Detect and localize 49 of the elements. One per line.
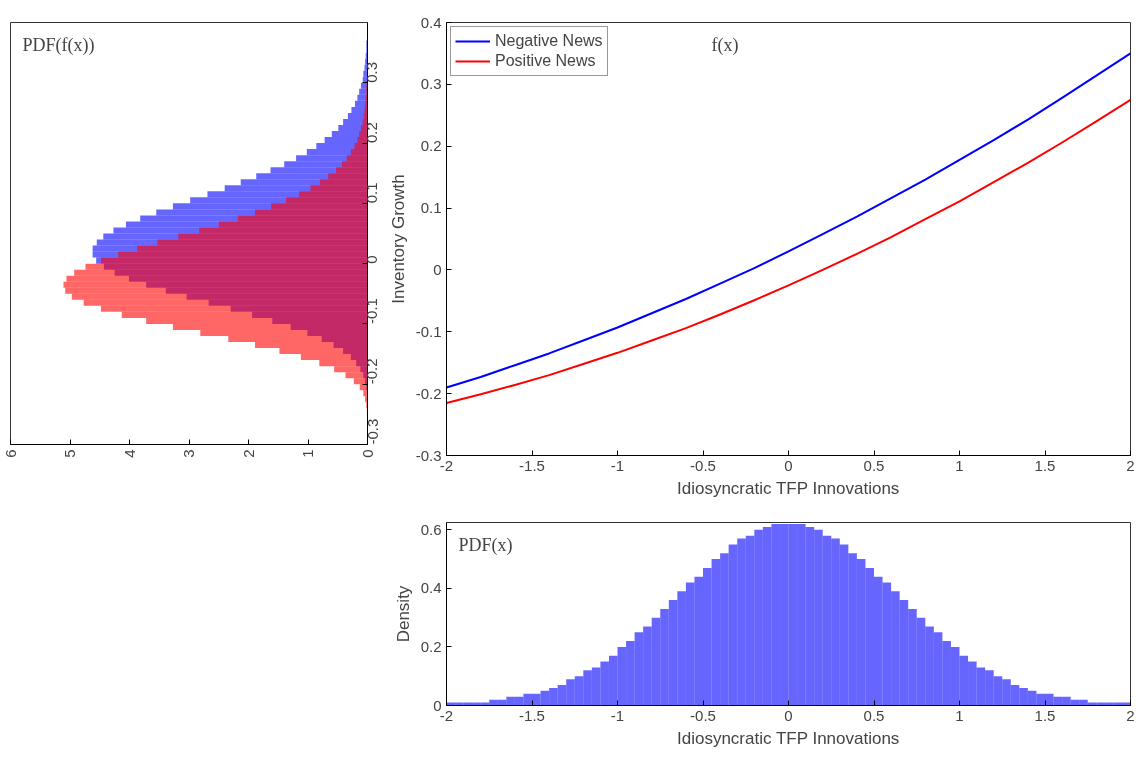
y-tick-label: -0.1	[415, 322, 442, 340]
x-tick-label: 1	[955, 456, 964, 474]
x-tick-label: 3	[180, 449, 197, 458]
x-tick-label: 0	[784, 456, 793, 474]
y-tick-label: 0.6	[420, 520, 442, 538]
y-tick-label: -0.2	[415, 384, 442, 402]
y-tick-label: -0.3	[363, 418, 381, 445]
y-tick-label: 0.4	[420, 579, 442, 597]
x-tick-label: 2	[239, 449, 257, 458]
x-tick-label: 1	[299, 449, 316, 458]
x-tick-label: 5	[61, 449, 78, 458]
text: f(x)	[711, 34, 739, 56]
y-tick-label: 0.3	[420, 75, 442, 93]
y-tick-label: 0.4	[420, 13, 442, 31]
x-tick-label: -1.5	[519, 706, 545, 724]
y-tick-label: 0.1	[420, 199, 442, 217]
x-tick-label: -0.5	[690, 456, 716, 474]
text: PDF(x)	[458, 534, 513, 556]
x-tick-label: 0.5	[863, 456, 885, 474]
y-tick-label: 0.2	[363, 122, 381, 144]
x-tick-label: 6	[1, 449, 19, 458]
y-tick-label: -0.2	[363, 358, 381, 385]
x-tick-label: 2	[1126, 706, 1135, 724]
x-tick-label: 0	[784, 706, 793, 724]
x-axis-title: Idiosyncratic TFP Innovations	[677, 728, 900, 748]
text: PDF(f(x))	[22, 34, 95, 56]
y-tick-label: 0.2	[420, 137, 442, 155]
y-tick-label: 0.1	[363, 182, 381, 204]
y-tick-label: 0.2	[420, 637, 442, 655]
y-tick-label: -0.1	[363, 298, 381, 324]
x-tick-label: 2	[1126, 456, 1135, 474]
x-tick-label: -1	[610, 706, 625, 724]
legend-label: Positive News	[495, 52, 596, 70]
x-tick-label: -1	[610, 456, 625, 474]
y-tick-label: 0	[433, 260, 442, 278]
y-tick-label: -0.3	[415, 446, 442, 464]
y-axis-title: Inventory Growth	[388, 174, 408, 304]
y-tick-label: 0	[363, 255, 381, 264]
x-tick-label: 1.5	[1034, 456, 1056, 474]
x-axis-title: Idiosyncratic TFP Innovations	[677, 478, 900, 498]
x-tick-label: 1.5	[1034, 706, 1056, 724]
x-tick-label: 4	[120, 449, 138, 458]
x-tick-label: -0.5	[690, 706, 716, 724]
y-axis-title: Density	[393, 585, 413, 643]
x-tick-label: -1.5	[519, 456, 545, 474]
legend-label: Negative News	[495, 32, 603, 50]
y-tick-label: 0.3	[363, 61, 381, 83]
x-tick-label: 0.5	[863, 706, 885, 724]
x-tick-label: 1	[955, 706, 964, 724]
